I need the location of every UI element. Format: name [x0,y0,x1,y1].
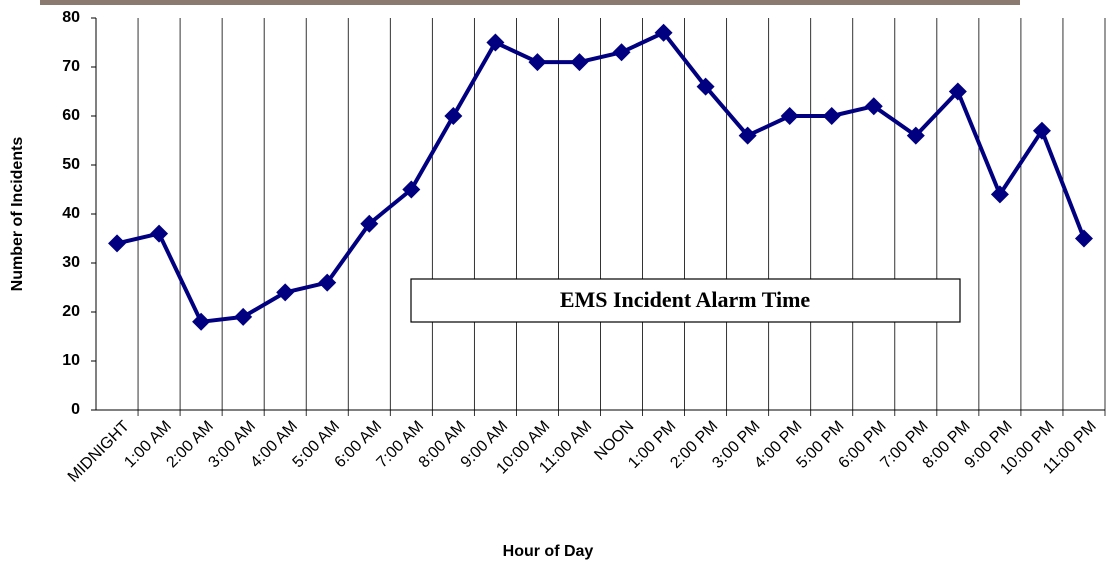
data-point [276,283,295,302]
data-point [906,126,925,145]
data-point [990,185,1009,204]
y-tick-label: 50 [62,156,80,173]
title-box [410,278,961,323]
y-tick-label: 30 [62,254,80,271]
y-tick-label: 10 [62,352,80,369]
y-tick-label: 40 [62,205,80,222]
data-point [402,180,421,199]
data-point [696,77,715,96]
data-point [192,312,211,331]
data-point [150,224,169,243]
y-tick-label: 80 [62,9,80,26]
data-point [486,33,505,52]
data-point [444,107,463,125]
y-tick-label: 70 [62,58,80,75]
data-point [570,53,589,72]
data-point [318,273,337,292]
data-line [116,30,1086,324]
x-axis-label: Hour of Day [503,543,594,560]
data-point [108,234,127,253]
header-image-strip [40,0,1020,5]
chart-title: EMS Incident Alarm Time [560,287,811,312]
data-point [864,97,883,116]
data-point [234,307,253,326]
data-point [948,82,967,101]
data-point [612,43,631,62]
data-point [360,214,379,233]
y-axis-label: Number of Incidents [9,137,26,292]
data-point [1074,229,1093,248]
data-point [654,23,673,42]
y-tick-label: 0 [71,401,80,418]
y-tick-label: 20 [62,303,80,320]
data-point [1032,121,1051,140]
data-point [738,126,757,145]
data-point [528,53,547,72]
y-tick-label: 60 [62,107,80,124]
data-point [780,107,799,125]
data-point [822,107,841,125]
x-tick-label: MIDNIGHT [65,418,133,486]
